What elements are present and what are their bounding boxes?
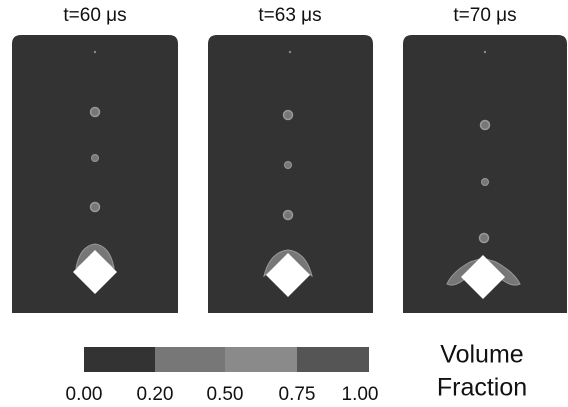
panel-title: t=63 μs [258, 5, 321, 26]
panel [208, 35, 373, 313]
colorbar-title: Volume [440, 341, 523, 369]
colorbar-tick-label: 0.00 [66, 384, 103, 405]
panel-title: t=60 μs [63, 5, 126, 26]
panel-title: t=70 μs [453, 5, 516, 26]
colorbar-tick-label: 1.00 [342, 384, 379, 405]
panel [403, 35, 567, 313]
colorbar-tick-label: 0.75 [279, 384, 316, 405]
colorbar-tick-label: 0.20 [137, 384, 174, 405]
colorbar [84, 347, 369, 372]
figure: t=60 μs t=63 μs t=70 μs 0.00 [0, 0, 568, 407]
colorbar-tick-label: 0.50 [207, 384, 244, 405]
colorbar-title: Fraction [437, 374, 527, 402]
panel [12, 35, 178, 313]
